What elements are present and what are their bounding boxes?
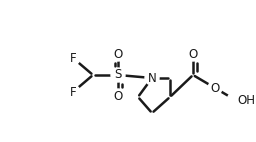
Circle shape — [227, 91, 247, 111]
Text: S: S — [114, 68, 122, 82]
Text: O: O — [113, 48, 123, 60]
Circle shape — [208, 81, 222, 95]
Circle shape — [145, 71, 159, 85]
Circle shape — [66, 51, 80, 65]
Text: F: F — [70, 85, 76, 99]
Circle shape — [66, 85, 80, 99]
Text: O: O — [113, 89, 123, 103]
Circle shape — [111, 47, 125, 61]
Circle shape — [111, 68, 125, 82]
Text: F: F — [70, 52, 76, 64]
Circle shape — [111, 89, 125, 103]
Text: N: N — [148, 72, 156, 84]
Circle shape — [186, 47, 200, 61]
Text: O: O — [188, 48, 198, 60]
Text: OH: OH — [237, 94, 255, 107]
Text: O: O — [210, 82, 220, 94]
